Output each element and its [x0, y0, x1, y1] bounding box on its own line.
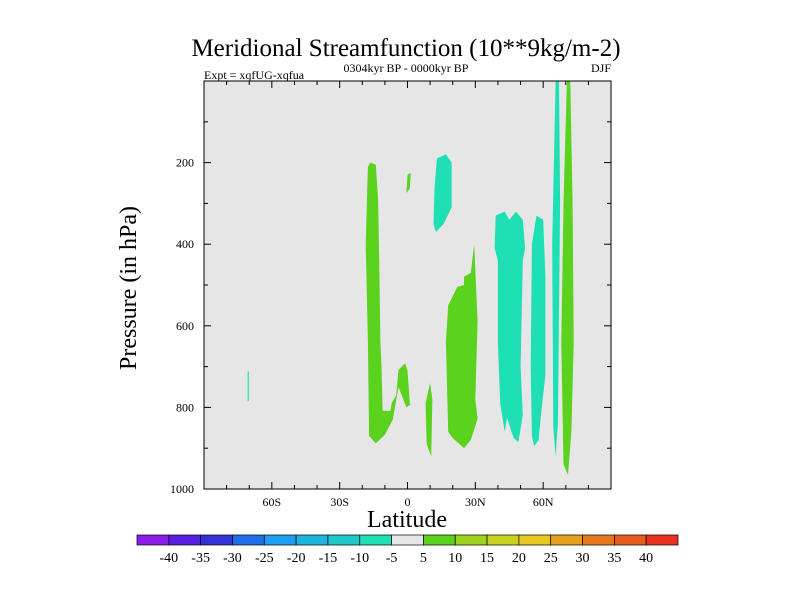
colorbar-label: -5 — [386, 551, 398, 566]
time-range-label: 0304kyr BP - 0000kyr BP — [344, 61, 469, 75]
colorbar-label: 5 — [420, 551, 427, 566]
plot-area: 60S 30S 0 30N 60N 200 400 600 800 1000 — [170, 80, 612, 509]
y-tick-label: 200 — [176, 156, 194, 170]
colorbar-swatch — [645, 534, 679, 546]
y-tick-label: 400 — [176, 237, 194, 251]
colorbar-swatch — [486, 534, 520, 546]
colorbar-label: -30 — [223, 551, 242, 566]
colorbar-label: 40 — [639, 551, 653, 566]
colorbar-swatch — [263, 534, 297, 546]
colorbar: -40 -35 -30 -25 -20 -15 -10 -5 5 10 15 20 25 30 35 40 — [136, 534, 679, 566]
y-tick-label: 600 — [176, 319, 194, 333]
colorbar-label: 30 — [576, 551, 590, 566]
contour-region-2 — [425, 382, 433, 457]
contour-region-5 — [561, 81, 574, 475]
colorbar-label: 25 — [544, 551, 558, 566]
colorbar-label: -40 — [159, 551, 178, 566]
x-axis-label: Latitude — [367, 507, 447, 533]
colorbar-swatch — [518, 534, 552, 546]
colorbar-swatch — [582, 534, 615, 546]
contour-region-7 — [494, 211, 526, 443]
colorbar-label: -35 — [191, 551, 210, 566]
contour-region-3 — [406, 172, 411, 194]
y-tick-label: 1000 — [170, 482, 194, 496]
colorbar-label: -15 — [319, 551, 338, 566]
contour-region-6 — [433, 154, 452, 232]
colorbar-swatch — [295, 534, 329, 546]
x-tick-label: 0 — [405, 495, 411, 509]
contour-regions — [247, 81, 574, 475]
colorbar-swatch — [136, 534, 170, 546]
contour-region-4 — [445, 244, 478, 449]
colorbar-label: -25 — [255, 551, 274, 566]
colorbar-swatch — [359, 534, 392, 546]
experiment-label: Expt = xqfUG-xqfua — [204, 68, 305, 82]
colorbar-label: 20 — [512, 551, 526, 566]
colorbar-label: 35 — [607, 551, 621, 566]
contour-region-8 — [530, 215, 546, 447]
colorbar-label: -20 — [287, 551, 306, 566]
colorbar-swatch — [550, 534, 583, 546]
colorbar-label: 10 — [448, 551, 462, 566]
colorbar-swatch — [423, 534, 456, 546]
x-axis-ticks: 60S 30S 0 30N 60N — [226, 81, 589, 509]
plot-background — [204, 81, 611, 489]
x-tick-label: 60N — [533, 495, 554, 509]
x-tick-label: 30N — [465, 495, 486, 509]
colorbar-label: 15 — [480, 551, 494, 566]
x-tick-label: 60S — [262, 495, 281, 509]
colorbar-swatch — [391, 534, 424, 546]
y-tick-label: 800 — [176, 400, 194, 414]
colorbar-swatch — [232, 534, 265, 546]
colorbar-swatch — [614, 534, 647, 546]
chart-title: Meridional Streamfunction (10**9kg/m-2) — [191, 35, 620, 62]
contour-region-10 — [247, 371, 249, 402]
contour-region-9 — [552, 81, 561, 457]
colorbar-swatch — [168, 534, 201, 546]
season-label: DJF — [591, 61, 611, 75]
x-tick-label: 30S — [330, 495, 349, 509]
y-axis-ticks: 200 400 600 800 1000 — [170, 121, 611, 496]
y-axis-label: Pressure (in hPa) — [116, 206, 142, 370]
colorbar-swatch — [454, 534, 488, 546]
contour-region-1 — [365, 162, 411, 444]
colorbar-swatch — [200, 534, 233, 546]
colorbar-label: -10 — [350, 551, 369, 566]
colorbar-swatch — [327, 534, 361, 546]
